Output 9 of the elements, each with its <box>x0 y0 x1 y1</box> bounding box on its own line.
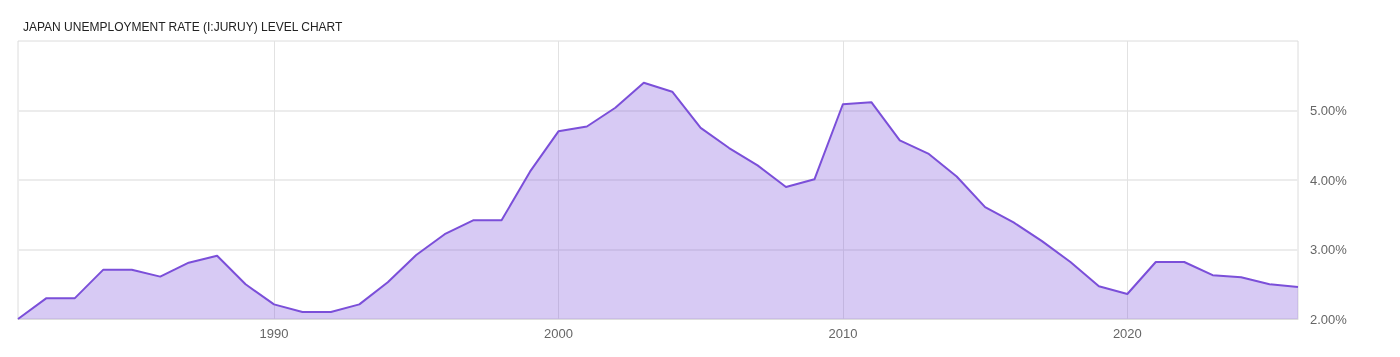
y-tick-label: 5.00% <box>1310 103 1348 118</box>
x-tick-label: 2000 <box>543 326 573 341</box>
x-tick-label: 1990 <box>259 326 289 341</box>
chart-title: JAPAN UNEMPLOYMENT RATE (I:JURUY) LEVEL CHART <box>23 20 344 34</box>
y-tick-label: 4.00% <box>1310 172 1348 188</box>
y-tick-label: 3.00% <box>1310 242 1348 257</box>
x-tick-label: 2010 <box>828 326 858 341</box>
x-tick-label: 2020 <box>1112 326 1142 341</box>
y-tick-label: 2.00% <box>1310 311 1348 327</box>
